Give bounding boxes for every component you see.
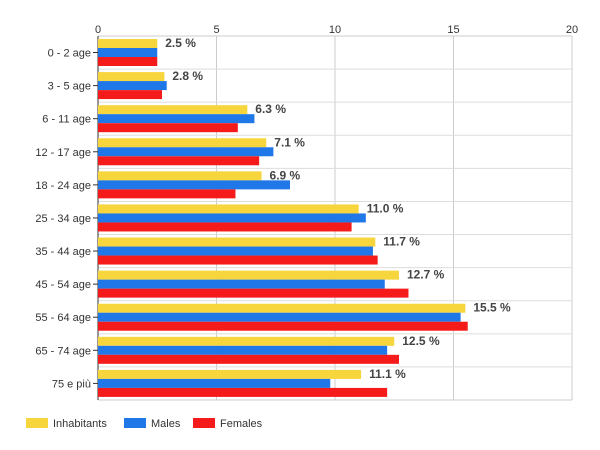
- x-tick-label: 0: [95, 24, 101, 36]
- category-label: 25 - 34 age: [35, 213, 91, 225]
- legend-label-females: Females: [220, 418, 263, 430]
- bar-inhabitants-3: [98, 138, 267, 148]
- bar-males-0: [98, 48, 158, 57]
- category-label: 0 - 2 age: [48, 48, 91, 60]
- bar-inhabitants-9: [98, 336, 395, 346]
- bar-inhabitants-8: [98, 303, 466, 313]
- bar-inhabitants-5: [98, 204, 359, 214]
- data-label: 12.5 %: [402, 334, 440, 348]
- category-label: 55 - 64 age: [35, 312, 91, 324]
- bar-females-4: [98, 189, 236, 199]
- data-label: 11.7 %: [383, 235, 420, 249]
- category-label: 3 - 5 age: [48, 81, 91, 93]
- bar-females-9: [98, 354, 399, 364]
- legend: Inhabitants Males Females: [26, 418, 263, 430]
- bar-females-7: [98, 288, 409, 298]
- bar-males-6: [98, 246, 373, 256]
- legend-label-inhabitants: Inhabitants: [53, 418, 107, 430]
- data-label: 6.9 %: [270, 168, 301, 182]
- x-tick-label: 5: [213, 24, 219, 36]
- bar-males-5: [98, 213, 366, 223]
- bar-inhabitants-1: [98, 72, 165, 82]
- legend-swatch-females: [193, 418, 215, 428]
- bar-inhabitants-6: [98, 237, 376, 247]
- bar-males-10: [98, 378, 331, 388]
- data-label: 15.5 %: [473, 301, 511, 315]
- bar-inhabitants-4: [98, 171, 262, 181]
- bars: [98, 39, 468, 397]
- bar-males-1: [98, 81, 167, 91]
- x-tick-label: 20: [566, 24, 578, 36]
- data-label: 2.8 %: [172, 69, 203, 83]
- x-tick-label: 10: [329, 24, 341, 36]
- category-labels: 0 - 2 age 3 - 5 age 6 - 11 age 12 - 17 age 1…: [35, 48, 98, 390]
- bar-females-8: [98, 321, 468, 331]
- x-tick-label: 15: [447, 24, 459, 36]
- bar-females-5: [98, 222, 352, 232]
- data-label: 6.3 %: [255, 102, 286, 116]
- bar-males-2: [98, 114, 255, 124]
- data-labels: 2.5 % 2.8 % 6.3 % 7.1 % 6.9 % 11.0 % 11.7 % 12.…: [165, 36, 511, 381]
- bar-males-9: [98, 345, 388, 355]
- data-label: 7.1 %: [274, 135, 305, 149]
- bar-males-3: [98, 147, 274, 157]
- bar-females-1: [98, 90, 162, 100]
- bar-females-2: [98, 123, 238, 133]
- bar-females-10: [98, 387, 388, 397]
- bar-males-4: [98, 180, 290, 190]
- bar-inhabitants-10: [98, 369, 362, 379]
- bar-males-7: [98, 279, 385, 289]
- category-label: 6 - 11 age: [42, 114, 91, 126]
- category-label: 45 - 54 age: [35, 279, 91, 291]
- bar-females-3: [98, 156, 260, 166]
- bar-females-6: [98, 255, 378, 265]
- category-label: 65 - 74 age: [35, 345, 91, 357]
- bar-inhabitants-7: [98, 270, 399, 280]
- data-label: 11.1 %: [369, 367, 406, 381]
- bar-females-0: [98, 57, 158, 66]
- data-label: 11.0 %: [367, 201, 404, 215]
- legend-label-males: Males: [151, 418, 181, 430]
- x-axis-ticks: 0 5 10 15 20: [95, 24, 578, 36]
- legend-swatch-males: [124, 418, 146, 428]
- legend-swatch-inhabitants: [26, 418, 48, 428]
- bar-inhabitants-0: [98, 39, 158, 48]
- bar-inhabitants-2: [98, 105, 248, 115]
- category-label: 35 - 44 age: [35, 246, 91, 258]
- data-label: 12.7 %: [407, 268, 445, 282]
- category-label: 18 - 24 age: [35, 180, 91, 192]
- data-label: 2.5 %: [165, 36, 196, 50]
- category-label: 12 - 17 age: [35, 147, 91, 159]
- bar-males-8: [98, 312, 461, 322]
- category-label: 75 e più: [52, 378, 91, 390]
